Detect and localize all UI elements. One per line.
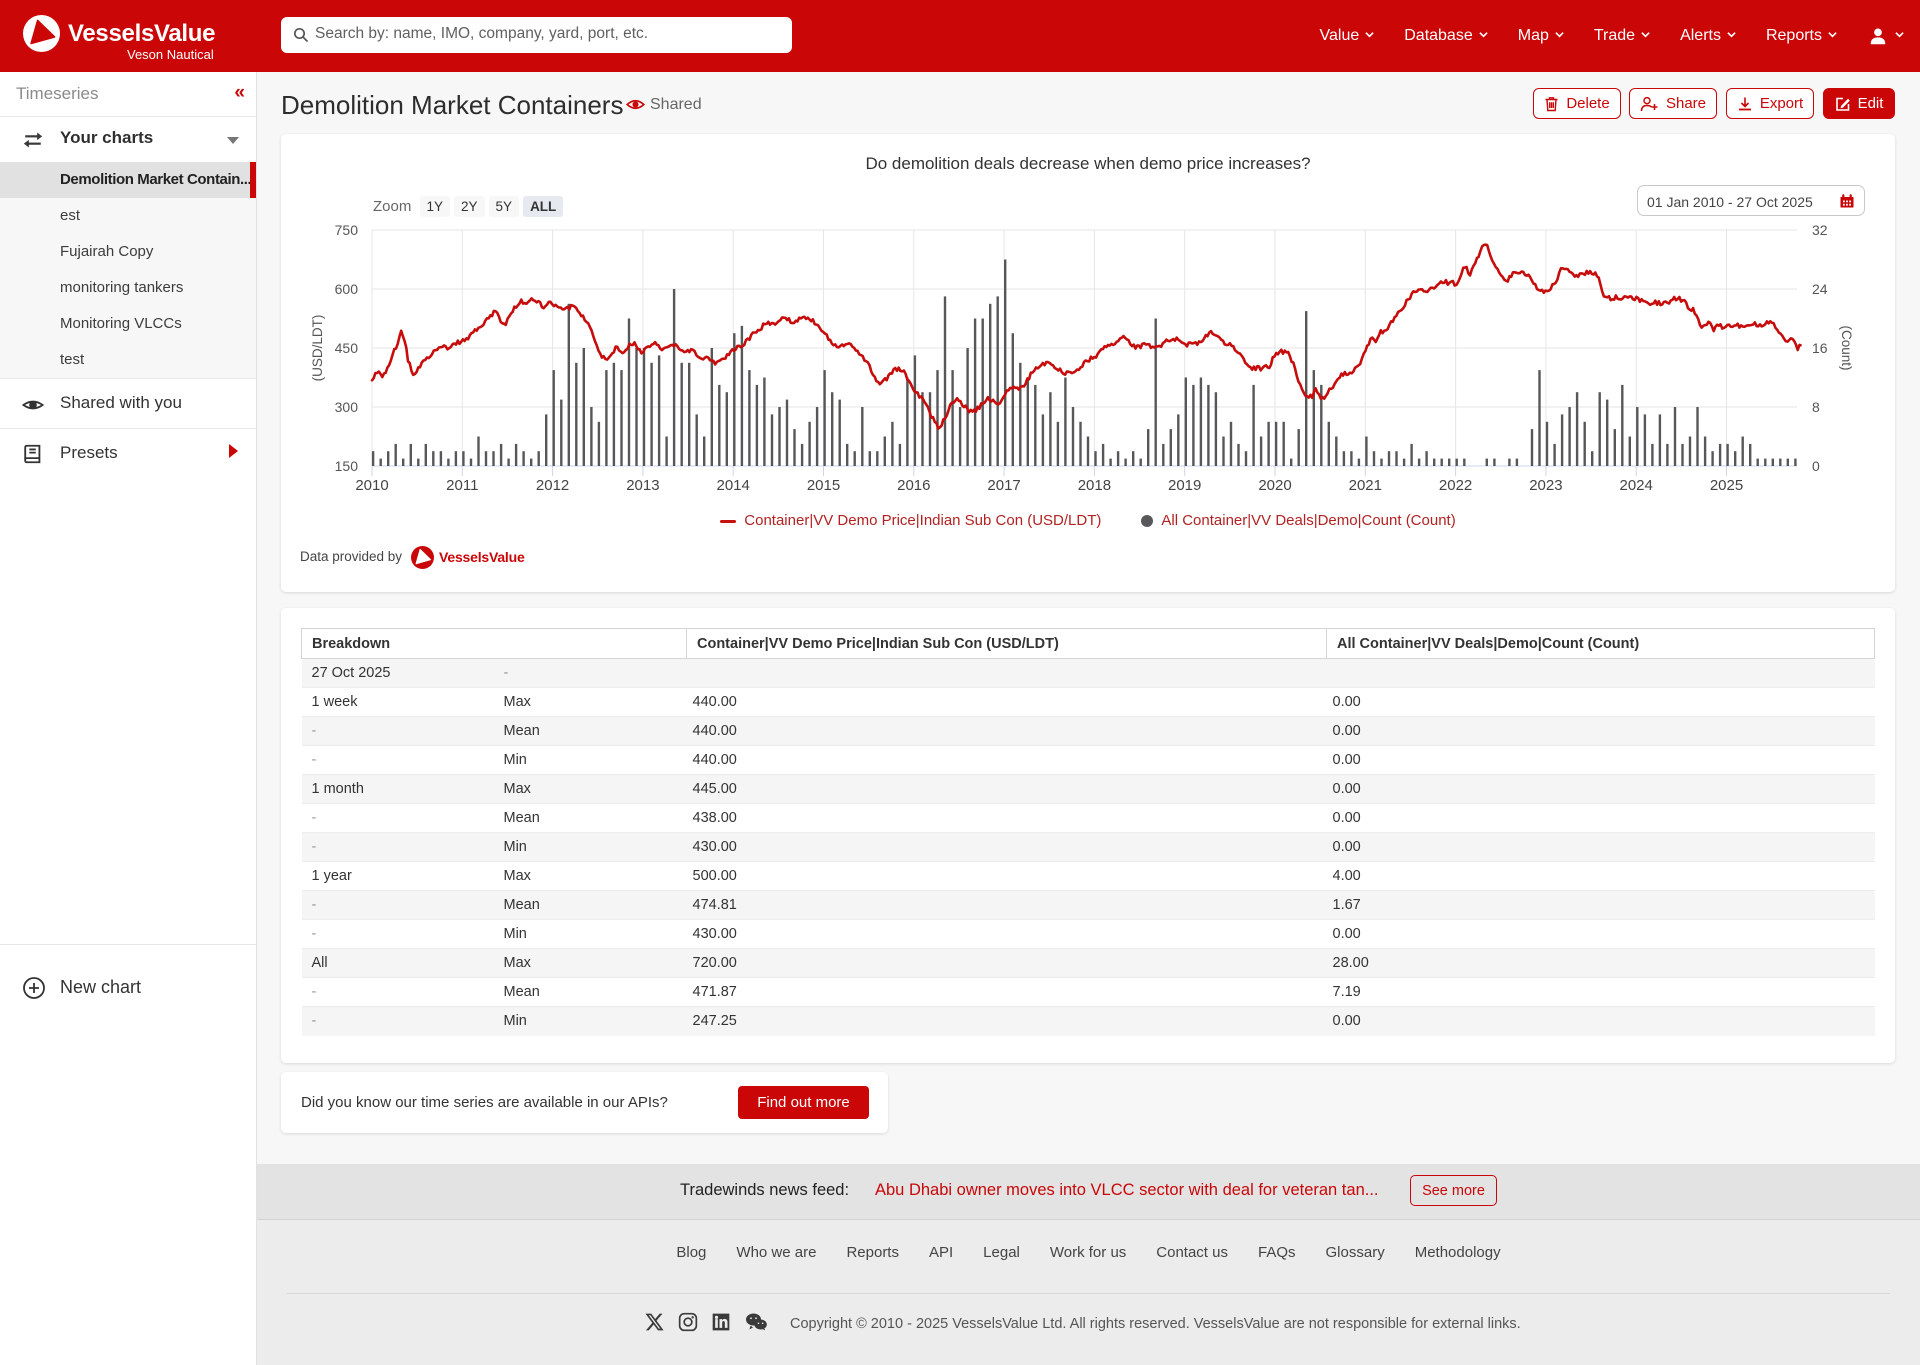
svg-text:16: 16 xyxy=(1812,340,1828,356)
svg-text:32: 32 xyxy=(1812,222,1828,238)
svg-text:600: 600 xyxy=(335,281,359,297)
svg-text:2020: 2020 xyxy=(1258,477,1291,494)
svg-text:2010: 2010 xyxy=(355,477,388,494)
svg-text:2019: 2019 xyxy=(1168,477,1201,494)
svg-text:2013: 2013 xyxy=(626,477,659,494)
svg-text:2023: 2023 xyxy=(1529,477,1562,494)
svg-text:2024: 2024 xyxy=(1620,477,1653,494)
svg-text:2018: 2018 xyxy=(1078,477,1111,494)
svg-text:8: 8 xyxy=(1812,399,1820,415)
svg-text:(USD/LDT): (USD/LDT) xyxy=(310,315,325,382)
svg-text:2014: 2014 xyxy=(717,477,750,494)
svg-text:24: 24 xyxy=(1812,281,1828,297)
svg-text:2015: 2015 xyxy=(807,477,840,494)
svg-text:2016: 2016 xyxy=(897,477,930,494)
svg-text:2012: 2012 xyxy=(536,477,569,494)
svg-text:2021: 2021 xyxy=(1349,477,1382,494)
svg-text:300: 300 xyxy=(335,399,359,415)
svg-text:(Count): (Count) xyxy=(1839,325,1854,370)
svg-text:2022: 2022 xyxy=(1439,477,1472,494)
svg-text:0: 0 xyxy=(1812,458,1820,474)
svg-text:2011: 2011 xyxy=(446,477,478,494)
svg-text:150: 150 xyxy=(335,458,359,474)
svg-text:2017: 2017 xyxy=(987,477,1020,494)
svg-text:750: 750 xyxy=(335,222,359,238)
svg-text:2025: 2025 xyxy=(1710,477,1743,494)
svg-text:450: 450 xyxy=(335,340,359,356)
